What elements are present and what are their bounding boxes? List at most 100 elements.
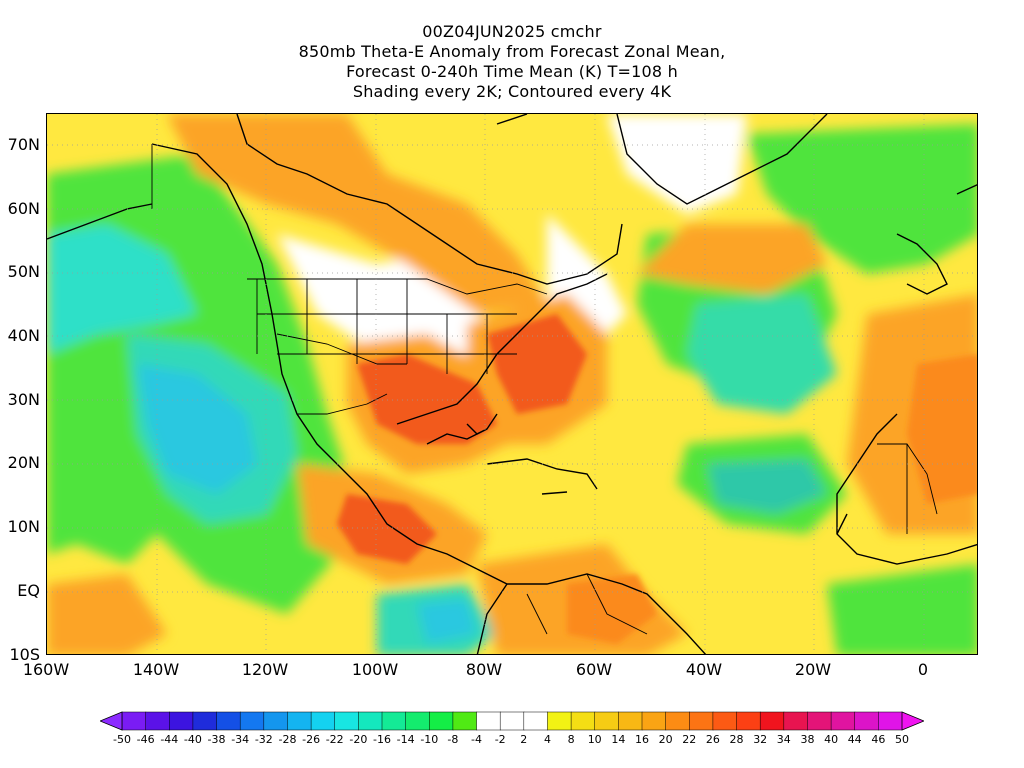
colorbar-tick-label: -46 — [136, 733, 155, 746]
colorbar-tick-label: 16 — [635, 733, 649, 746]
colorbar-cell — [523, 711, 549, 731]
colorbar-cell — [830, 711, 856, 731]
colorbar-cell — [476, 711, 501, 731]
lon-label-60w: 60W — [575, 660, 613, 679]
colorbar-cell — [783, 711, 809, 731]
colorbar-tick-label: 34 — [776, 733, 791, 746]
colorbar-cell — [665, 711, 690, 731]
colorbar-cell — [358, 711, 383, 731]
colorbar-cell — [121, 711, 147, 731]
lat-label-10s: 10S — [9, 645, 40, 664]
colorbar-tick-label: 32 — [753, 733, 768, 746]
colorbar-cell — [618, 711, 643, 731]
colorbar-cell — [334, 711, 359, 731]
colorbar-cell — [239, 711, 265, 731]
map-frame — [46, 113, 978, 655]
colorbar-tick-label: 40 — [824, 733, 839, 746]
lon-label-120w: 120W — [241, 660, 289, 679]
colorbar-tick-label: -16 — [373, 733, 391, 746]
map-svg — [47, 114, 977, 654]
colorbar-tick-label: -34 — [231, 733, 250, 746]
title-line-4: Shading every 2K; Contoured every 4K — [352, 82, 672, 101]
colorbar-cell — [405, 711, 430, 731]
colorbar-left-arrow — [100, 711, 123, 731]
graticule — [47, 114, 977, 654]
colorbar-tick-label: -32 — [254, 733, 273, 746]
lat-label-20n: 20N — [7, 453, 40, 472]
lat-label-eq: EQ — [17, 581, 40, 600]
lat-label-40n: 40N — [7, 326, 40, 345]
title-line-3: Forecast 0-240h Time Mean (K) T=108 h — [346, 62, 678, 81]
colorbar-cell — [689, 711, 714, 731]
anomaly-shading — [47, 114, 977, 654]
lat-label-70n: 70N — [7, 135, 40, 154]
colorbar-tick-label: -26 — [302, 733, 321, 746]
colorbar-tick-label: 28 — [729, 733, 744, 746]
colorbar-cell — [263, 711, 289, 731]
lon-label-160w: 160W — [22, 660, 70, 679]
colorbar-cell — [452, 711, 478, 731]
colorbar-cell — [807, 711, 832, 731]
colorbar-tick-label: -14 — [396, 733, 415, 746]
colorbar-tick-label: 20 — [658, 733, 673, 746]
colorbar-tick-label: 46 — [871, 733, 886, 746]
colorbar-tick-label: -44 — [160, 733, 179, 746]
lon-label-40w: 40W — [685, 660, 723, 679]
colorbar-cell — [145, 711, 170, 731]
title-line-1: 00Z04JUN2025 cmchr — [422, 22, 602, 41]
colorbar-tick-label: -28 — [278, 733, 297, 746]
colorbar-cell — [570, 711, 596, 731]
colorbar-cell — [641, 711, 667, 731]
colorbar-tick-label: 14 — [611, 733, 626, 746]
colorbar-tick-label: -22 — [325, 733, 344, 746]
colorbar-cell — [429, 711, 454, 731]
colorbar-cell — [547, 711, 572, 731]
lat-label-50n: 50N — [7, 262, 40, 281]
colorbar-tick-label: -8 — [447, 733, 459, 746]
lon-label-140w: 140W — [132, 660, 180, 679]
colorbar — [100, 711, 924, 731]
colorbar-tick-label: 8 — [567, 733, 575, 746]
colorbar-tick-label: 4 — [544, 733, 551, 746]
colorbar-tick-label: 10 — [587, 733, 602, 746]
colorbar-tick-label: 44 — [847, 733, 862, 746]
colorbar-cell — [287, 711, 312, 731]
title-line-2: 850mb Theta-E Anomaly from Forecast Zona… — [298, 42, 726, 61]
colorbar-tick-label: -20 — [349, 733, 368, 746]
colorbar-tick-label: 38 — [800, 733, 815, 746]
colorbar-tick-label: -2 — [494, 733, 506, 746]
lat-label-30n: 30N — [7, 390, 40, 409]
colorbar-tick-label: 2 — [520, 733, 528, 746]
colorbar-tick-label: -10 — [420, 733, 439, 746]
chart-title: 00Z04JUN2025 cmchr 850mb Theta-E Anomaly… — [0, 22, 1024, 102]
lon-label-0: 0 — [917, 660, 929, 679]
colorbar-cell — [169, 711, 194, 731]
colorbar-cell — [736, 711, 761, 731]
lat-label-10n: 10N — [7, 517, 40, 536]
colorbar-tick-label: 22 — [682, 733, 697, 746]
colorbar-cell — [192, 711, 218, 731]
colorbar-cell — [854, 711, 879, 731]
colorbar-tick-label: 26 — [705, 733, 720, 746]
colorbar-tick-label: -4 — [471, 733, 482, 746]
colorbar-cell — [878, 711, 903, 731]
colorbar-cell — [712, 711, 738, 731]
colorbar-cell — [499, 711, 525, 731]
colorbar-tick-label: -50 — [113, 733, 131, 746]
colorbar-cell — [310, 711, 336, 731]
colorbar-cell — [216, 711, 241, 731]
colorbar-tick-label: -38 — [207, 733, 226, 746]
colorbar-cell — [759, 711, 785, 731]
lon-label-20w: 20W — [794, 660, 832, 679]
colorbar-cell — [381, 711, 407, 731]
coastlines — [47, 114, 977, 654]
colorbar-cell — [594, 711, 619, 731]
political-borders — [151, 144, 938, 635]
colorbar-cells — [121, 711, 903, 731]
lon-label-100w: 100W — [351, 660, 399, 679]
colorbar-right-arrow — [901, 711, 924, 731]
colorbar-tick-label: -40 — [183, 733, 202, 746]
colorbar-tick-label: 50 — [895, 733, 909, 746]
lon-label-80w: 80W — [465, 660, 503, 679]
lat-label-60n: 60N — [7, 199, 40, 218]
